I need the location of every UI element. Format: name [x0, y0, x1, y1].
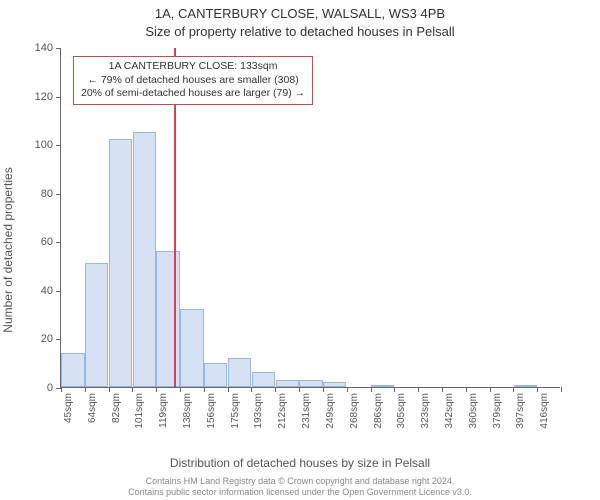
y-tick: [56, 145, 61, 146]
x-tick-label: 379sqm: [492, 393, 503, 429]
x-tick: [561, 387, 562, 392]
histogram-bar: [252, 372, 275, 387]
chart-footer: Contains HM Land Registry data © Crown c…: [0, 476, 600, 498]
footer-line2: Contains public sector information licen…: [0, 487, 600, 498]
histogram-bar: [61, 353, 84, 387]
x-tick-label: 138sqm: [182, 393, 193, 429]
x-tick-label: 193sqm: [253, 393, 264, 429]
annotation-box: 1A CANTERBURY CLOSE: 133sqm ← 79% of det…: [73, 56, 313, 105]
y-tick-label: 100: [35, 139, 53, 151]
x-tick-label: 119sqm: [158, 393, 169, 428]
x-tick: [85, 387, 86, 392]
x-tick: [347, 387, 348, 392]
x-axis-label: Distribution of detached houses by size …: [0, 456, 600, 470]
y-tick: [56, 194, 61, 195]
x-tick: [466, 387, 467, 392]
histogram-bar: [514, 385, 537, 387]
histogram-bar: [299, 380, 322, 387]
y-tick: [56, 339, 61, 340]
histogram-bar: [85, 263, 108, 387]
x-tick-label: 82sqm: [111, 393, 122, 423]
y-tick-label: 140: [35, 42, 53, 54]
plot-area: 02040608010012014045sqm64sqm82sqm101sqm1…: [60, 48, 560, 388]
x-tick: [204, 387, 205, 392]
histogram-bar: [109, 139, 132, 387]
x-tick-label: 212sqm: [277, 393, 288, 429]
x-tick-label: 268sqm: [349, 393, 360, 429]
x-tick: [490, 387, 491, 392]
x-tick-label: 231sqm: [301, 393, 312, 429]
chart-title-sub: Size of property relative to detached ho…: [0, 24, 600, 39]
x-tick-label: 249sqm: [325, 393, 336, 429]
x-tick-label: 64sqm: [87, 393, 98, 423]
x-tick-label: 342sqm: [444, 393, 455, 429]
y-tick: [56, 97, 61, 98]
x-tick-label: 323sqm: [420, 393, 431, 429]
x-tick: [418, 387, 419, 392]
x-tick: [156, 387, 157, 392]
x-tick: [537, 387, 538, 392]
x-tick: [513, 387, 514, 392]
x-tick-label: 45sqm: [63, 393, 74, 423]
footer-line1: Contains HM Land Registry data © Crown c…: [0, 476, 600, 487]
y-tick: [56, 291, 61, 292]
x-tick: [299, 387, 300, 392]
chart-title-main: 1A, CANTERBURY CLOSE, WALSALL, WS3 4PB: [0, 6, 600, 21]
histogram-bar: [276, 380, 299, 387]
y-tick-label: 20: [41, 333, 53, 345]
x-tick: [275, 387, 276, 392]
histogram-bar: [228, 358, 251, 387]
y-axis-label: Number of detached properties: [1, 167, 15, 332]
histogram-bar: [180, 309, 203, 387]
y-tick-label: 80: [41, 188, 53, 200]
x-tick: [323, 387, 324, 392]
annotation-line3: 20% of semi-detached houses are larger (…: [81, 87, 305, 101]
histogram-bar: [323, 382, 346, 387]
y-tick-label: 120: [35, 91, 53, 103]
y-tick-label: 0: [47, 382, 53, 394]
x-tick: [442, 387, 443, 392]
annotation-line2: ← 79% of detached houses are smaller (30…: [81, 74, 305, 88]
x-tick-label: 286sqm: [373, 393, 384, 429]
x-tick-label: 101sqm: [134, 393, 145, 429]
x-tick-label: 397sqm: [515, 393, 526, 429]
x-tick: [109, 387, 110, 392]
annotation-line1: 1A CANTERBURY CLOSE: 133sqm: [81, 60, 305, 74]
y-tick: [56, 48, 61, 49]
histogram-bar: [371, 385, 394, 387]
x-tick-label: 416sqm: [539, 393, 550, 429]
x-tick-label: 305sqm: [396, 393, 407, 429]
histogram-bar: [133, 132, 156, 387]
x-tick: [251, 387, 252, 392]
x-tick: [132, 387, 133, 392]
histogram-bar: [204, 363, 227, 387]
x-tick: [180, 387, 181, 392]
x-tick-label: 156sqm: [206, 393, 217, 429]
y-tick-label: 40: [41, 285, 53, 297]
y-tick: [56, 242, 61, 243]
x-tick: [61, 387, 62, 392]
y-tick-label: 60: [41, 236, 53, 248]
x-tick: [371, 387, 372, 392]
histogram-chart: 1A, CANTERBURY CLOSE, WALSALL, WS3 4PB S…: [0, 0, 600, 500]
x-tick-label: 175sqm: [230, 393, 241, 429]
x-tick: [228, 387, 229, 392]
x-tick: [394, 387, 395, 392]
histogram-bar: [156, 251, 179, 387]
x-tick-label: 360sqm: [468, 393, 479, 429]
